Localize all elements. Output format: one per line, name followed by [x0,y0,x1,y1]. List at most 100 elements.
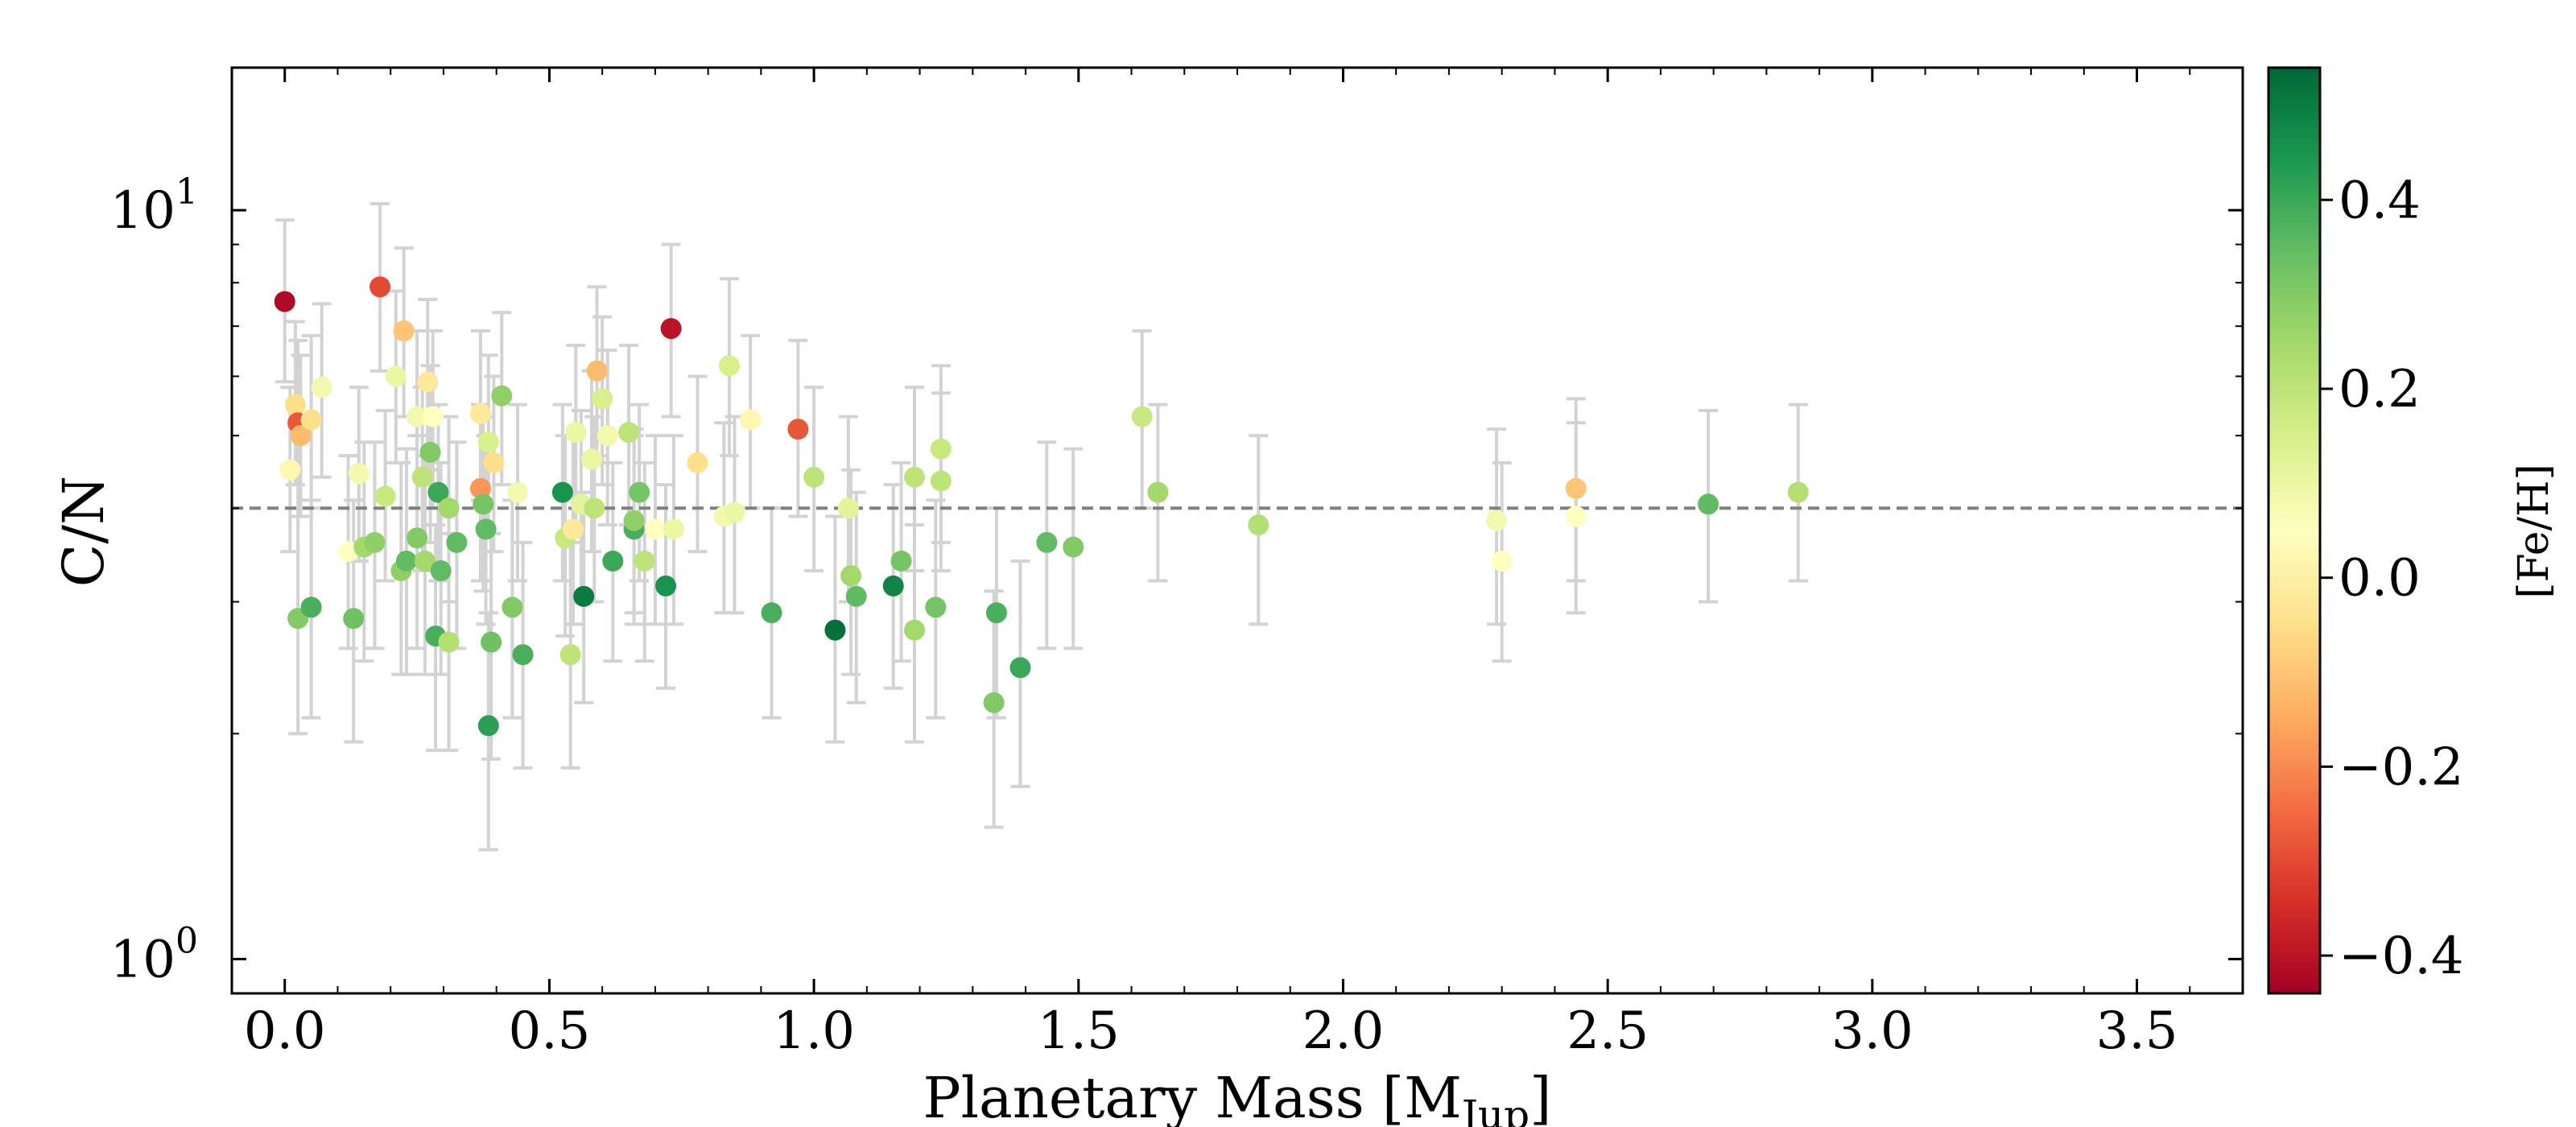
data-point [512,644,534,666]
data-point [985,602,1007,624]
data-point [602,550,624,572]
data-point [623,510,645,531]
data-point [393,320,415,342]
data-point [311,377,332,398]
data-point [559,644,581,666]
data-point [718,355,740,377]
data-point [904,466,926,488]
data-points [274,276,1809,737]
colorbar-tick-label: 0.0 [2339,549,2421,609]
x-tick-label: 3.0 [1831,1001,1913,1061]
data-point [422,406,444,427]
plot-frame [230,66,2244,995]
data-point [411,466,433,488]
data-point [983,691,1005,713]
data-point [837,497,859,519]
data-point [724,502,745,523]
data-point [1009,657,1031,679]
data-point [618,422,640,444]
data-point [586,360,608,382]
x-tick-label: 0.0 [244,1001,326,1061]
data-point [469,402,491,424]
data-point [369,276,391,298]
data-point [337,541,359,563]
data-point [290,425,312,447]
y-axis-label: C/N [51,476,117,587]
data-point [573,585,595,607]
data-point [348,463,369,485]
data-point [1565,506,1587,527]
data-point [563,518,584,540]
data-point [1698,493,1719,515]
data-point [634,550,655,572]
data-point [840,565,862,587]
data-point [565,422,587,444]
data-point [477,715,499,737]
data-point [438,497,460,519]
data-point [597,425,618,447]
data-point [1491,550,1513,572]
data-point [1565,477,1587,499]
data-point [581,448,603,470]
data-point [502,597,523,618]
y-axis: 100 101 [110,171,2243,989]
data-point [473,493,494,515]
data-point [430,560,452,582]
data-point [660,318,682,340]
data-point [845,585,867,607]
data-point [1486,510,1508,531]
data-point [761,602,782,624]
data-point [481,631,502,653]
data-point [284,394,306,415]
data-point [1147,481,1169,503]
x-tick-label: 1.5 [1038,1001,1120,1061]
data-point [395,550,417,572]
data-point [483,452,505,473]
colorbar-tick-label: −0.4 [2339,927,2463,986]
data-point [279,459,301,481]
data-point [475,518,497,540]
colorbar-tick-label: 0.2 [2339,360,2421,419]
data-point [787,419,809,440]
data-point [740,409,762,431]
data-point [644,518,666,540]
data-point [904,619,926,641]
data-point [803,466,825,488]
data-point [414,550,436,572]
data-point [364,531,386,553]
data-point [925,597,947,618]
x-tick-label: 1.0 [773,1001,855,1061]
data-point [1787,481,1809,503]
data-point [469,477,491,499]
y-tick-label: 101 [110,171,198,241]
colorbar-tick-label: 0.4 [2339,171,2421,230]
colorbar-ticks: 0.4 0.2 0.0 −0.2 −0.4 [2320,171,2463,986]
data-point [1131,406,1153,427]
data-point [890,550,912,572]
x-tick-label: 0.5 [509,1001,591,1061]
data-point [930,470,952,492]
data-point [592,388,613,410]
x-axis-label: Planetary Mass [MJup] [923,1065,1552,1127]
data-point [584,497,605,519]
data-point [419,441,441,463]
data-point [1036,531,1058,553]
data-point [629,481,650,503]
y-tick-label: 100 [110,920,198,989]
data-point [427,481,449,503]
data-point [882,575,904,597]
data-point [1063,536,1084,558]
data-point [407,527,428,549]
colorbar-label: [Fe/H] [2510,464,2558,598]
data-point [274,291,295,312]
data-point [663,518,684,540]
data-point [438,631,460,653]
data-point [477,431,499,453]
x-tick-label: 2.0 [1302,1001,1385,1061]
data-point [300,597,322,618]
data-point [930,438,952,460]
data-point [687,452,708,473]
x-axis: 0.0 0.5 1.0 1.5 2.0 2.5 3.0 3.5 [244,68,2191,1061]
data-point [374,485,396,507]
